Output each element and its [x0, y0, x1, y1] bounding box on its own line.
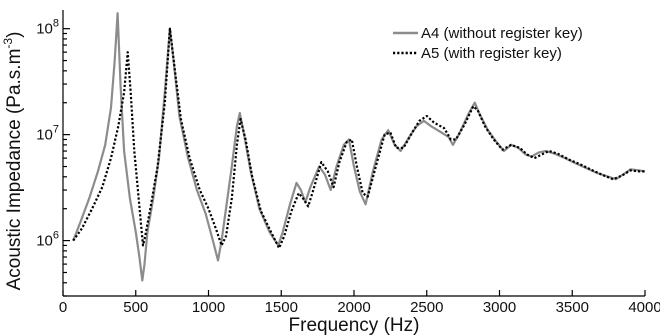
- legend-label-a4: A4 (without register key): [421, 25, 583, 42]
- y-tick-label: 107: [36, 124, 59, 144]
- series-line-a5: [72, 27, 645, 250]
- x-tick-label: 2000: [337, 299, 370, 316]
- series-layer: [72, 12, 646, 282]
- x-tick-label: 4000: [628, 299, 660, 316]
- x-tick-label: 1000: [192, 299, 225, 316]
- y-tick-label: 108: [36, 18, 59, 38]
- x-tick-label: 1500: [265, 299, 298, 316]
- x-axis-title: Frequency (Hz): [289, 315, 420, 335]
- x-tick-label: 0: [59, 299, 67, 316]
- y-axis-title-tail: ): [4, 32, 25, 38]
- y-tick-label: 106: [36, 230, 59, 250]
- series-line-a4: [72, 12, 646, 282]
- x-tick-label: 3000: [483, 299, 516, 316]
- plot-area: 0 500 1000 1500 2000 2500 3000 3500 4000 1061071…: [36, 10, 660, 316]
- x-tick-label: 500: [123, 299, 148, 316]
- y-ticks: 106 107 108: [36, 18, 70, 297]
- y-axis-title-main: Acoustic Impedance (Pa.s.m: [4, 49, 25, 291]
- legend-label-a5: A5 (with register key): [421, 45, 562, 62]
- y-axis-title: Acoustic Impedance (Pa.s.m-3): [1, 32, 25, 291]
- x-tick-label: 3500: [556, 299, 589, 316]
- y-axis-title-sup: -3: [1, 38, 15, 49]
- x-ticks: 0 500 1000 1500 2000 2500 3000 3500 4000: [59, 290, 660, 316]
- x-tick-label: 2500: [410, 299, 443, 316]
- legend: A4 (without register key) A5 (with regis…: [393, 25, 583, 62]
